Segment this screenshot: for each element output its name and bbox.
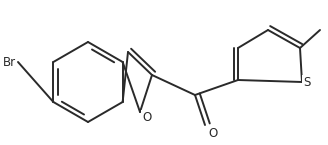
Text: O: O [208,127,217,140]
Text: Br: Br [3,56,16,68]
Text: S: S [303,76,310,88]
Text: O: O [142,111,151,124]
